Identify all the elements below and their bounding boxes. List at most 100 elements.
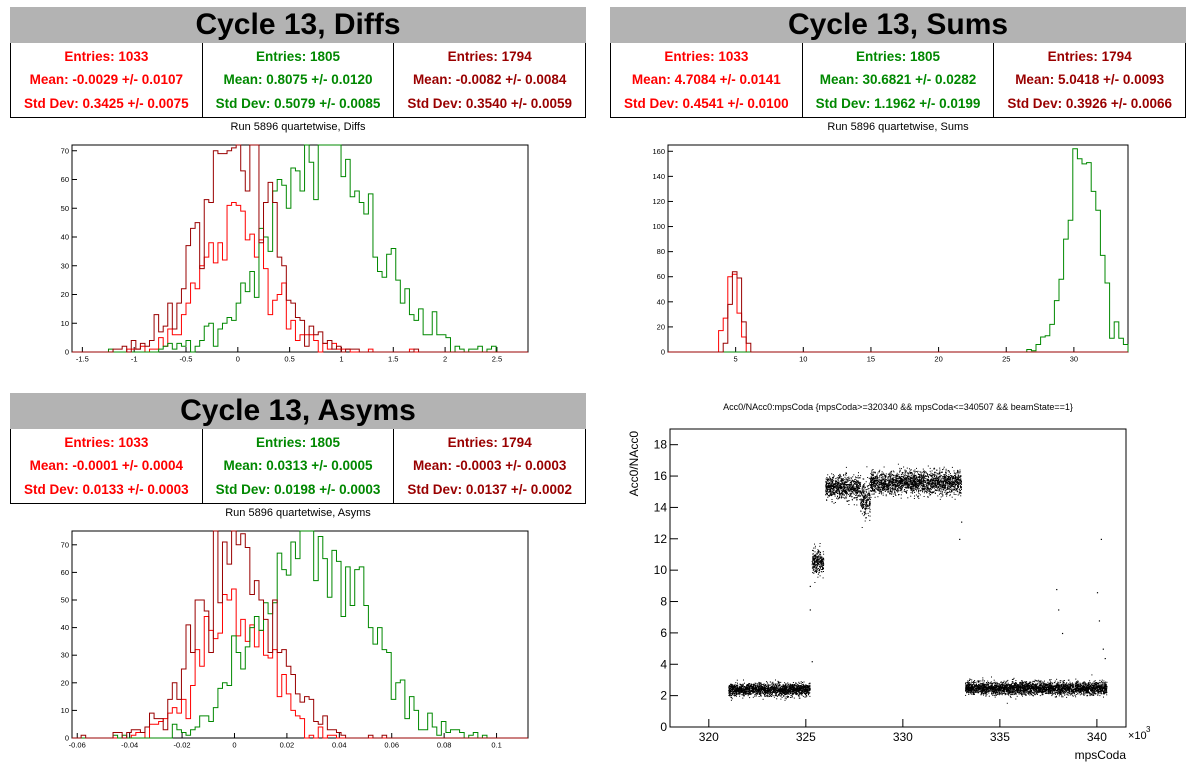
scatter-point — [816, 563, 818, 565]
scatter-point — [755, 690, 756, 692]
scatter-point — [846, 485, 848, 487]
scatter-point — [909, 468, 910, 470]
scatter-point — [743, 691, 744, 693]
scatter-point — [827, 480, 829, 482]
scatter-point — [754, 686, 756, 688]
scatter-point — [855, 493, 857, 495]
scatter-point — [795, 682, 797, 684]
scatter-point — [951, 481, 953, 483]
scatter-point — [791, 685, 793, 687]
stat-entries: Entries: 1033 — [664, 49, 749, 65]
scatter-point — [758, 696, 760, 697]
scatter-point — [845, 480, 847, 482]
scatter-point — [915, 471, 917, 472]
scatter-point — [862, 495, 864, 497]
scatter-point — [784, 684, 786, 686]
x-tick-label: 15 — [867, 355, 875, 364]
scatter-point — [818, 568, 820, 570]
scatter-point — [864, 520, 866, 522]
scatter-point — [798, 690, 800, 692]
scatter-point — [773, 689, 775, 691]
scatter-point — [847, 492, 848, 494]
scatter-point — [924, 479, 926, 481]
scatter-point — [905, 491, 907, 493]
scatter-point — [877, 489, 879, 491]
scatter-point — [755, 689, 757, 691]
scatter-point — [748, 683, 750, 685]
scatter-point — [735, 688, 737, 690]
scatter-point — [845, 474, 847, 476]
scatter-point — [829, 482, 831, 484]
scatter-point — [734, 691, 736, 693]
scatter-point — [953, 492, 955, 494]
scatter-point — [785, 692, 787, 694]
scatter-point — [828, 489, 830, 491]
scatter-point — [941, 485, 943, 487]
scatter-point — [882, 488, 884, 490]
scatter-point — [834, 484, 836, 485]
scatter-point — [933, 486, 935, 488]
scatter-point — [853, 487, 855, 489]
scatter-point — [862, 502, 864, 504]
scatter-point — [816, 565, 818, 567]
scatter-point — [815, 564, 817, 566]
scatter-point — [846, 497, 847, 499]
scatter-point — [838, 489, 840, 491]
scatter-point — [943, 474, 945, 476]
scatter-point — [846, 478, 848, 480]
scatter-point — [805, 690, 806, 692]
scatter-point — [857, 495, 859, 497]
scatter-point — [882, 488, 883, 490]
scatter-point — [884, 484, 886, 486]
y-tick-label: 16 — [654, 469, 668, 483]
scatter-point — [771, 695, 772, 697]
scatter-point — [817, 560, 818, 562]
scatter-point — [857, 488, 859, 490]
scatter-point — [939, 482, 941, 484]
scatter-point — [946, 488, 948, 490]
scatter-point — [909, 472, 911, 474]
scatter-point — [781, 696, 783, 698]
scatter-point — [749, 693, 751, 695]
scatter-point — [806, 688, 808, 690]
scatter-point — [864, 497, 866, 499]
scatter-point — [959, 478, 961, 480]
scatter-point — [820, 557, 822, 559]
scatter-point — [861, 527, 863, 528]
scatter-point — [871, 484, 873, 485]
scatter-point — [857, 490, 859, 492]
scatter-point — [864, 493, 866, 495]
scatter-point — [959, 475, 961, 477]
scatter-point — [729, 685, 731, 686]
scatter-point — [860, 501, 862, 503]
scatter-point — [843, 487, 845, 489]
scatter-point — [822, 567, 824, 569]
scatter-point — [859, 477, 860, 479]
scatter-point — [743, 692, 744, 694]
scatter-point — [835, 482, 837, 484]
scatter-point — [854, 483, 856, 485]
x-tick-label: 0.08 — [437, 741, 452, 750]
scatter-point — [938, 484, 940, 486]
scatter-point — [820, 567, 821, 569]
scatter-point — [813, 550, 814, 552]
scatter-point — [959, 480, 961, 482]
scatter-point — [812, 559, 814, 561]
scatter-point — [847, 484, 849, 485]
scatter-point — [931, 480, 933, 482]
scatter-point — [731, 697, 733, 698]
scatter-point — [798, 689, 800, 691]
scatter-point — [744, 682, 745, 684]
scatter-point — [927, 487, 929, 489]
scatter-point — [940, 488, 942, 490]
scatter-point — [785, 691, 787, 693]
scatter-point — [782, 691, 784, 693]
scatter-point — [892, 470, 894, 472]
scatter-point — [907, 480, 909, 482]
scatter-point — [870, 473, 872, 475]
scatter-point — [866, 499, 868, 501]
scatter-point — [895, 486, 897, 488]
scatter-point — [949, 483, 951, 485]
scatter-point — [825, 482, 827, 484]
y-tick-label: 120 — [652, 197, 665, 206]
